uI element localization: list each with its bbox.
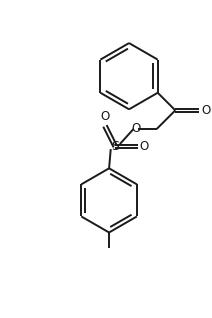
Text: O: O: [201, 104, 211, 117]
Text: O: O: [131, 122, 141, 135]
Text: O: O: [140, 140, 149, 153]
Text: S: S: [111, 140, 119, 153]
Text: O: O: [100, 110, 110, 123]
